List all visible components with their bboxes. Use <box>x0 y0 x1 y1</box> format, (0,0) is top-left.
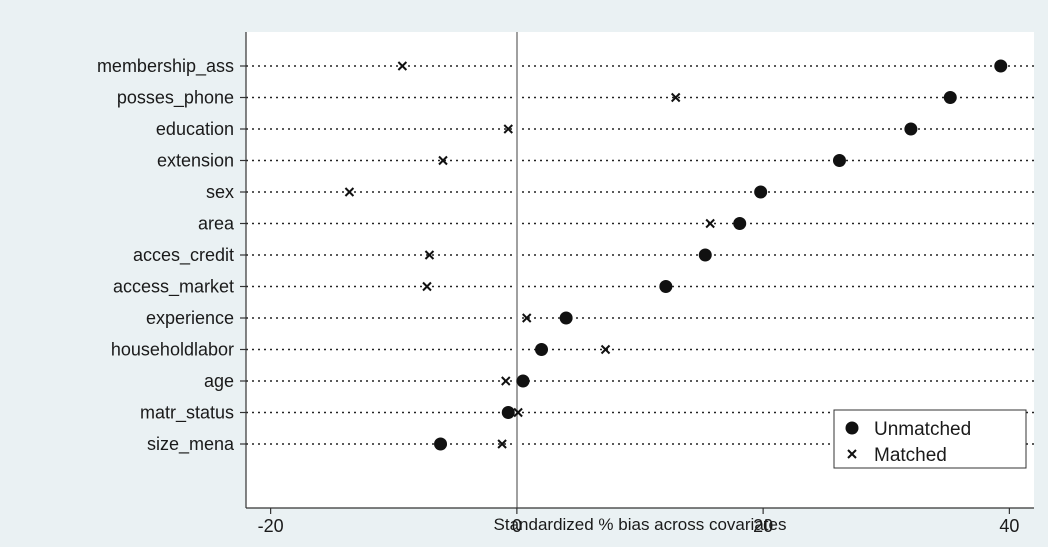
unmatched-point <box>501 406 515 419</box>
series-matched <box>344 61 715 449</box>
legend-box <box>833 409 1027 469</box>
unmatched-point <box>698 248 712 262</box>
unmatched-point <box>904 122 918 136</box>
category-label: size_mena <box>147 434 235 455</box>
unmatched-point <box>434 437 448 451</box>
category-label: acces_credit <box>133 245 234 266</box>
category-labels: membership_ass posses_phone education exten… <box>97 56 246 455</box>
series-unmatched <box>434 59 1008 451</box>
matched-point <box>438 155 448 166</box>
x-tick-label: 40 <box>999 516 1019 536</box>
x-tick-label: -20 <box>258 516 284 536</box>
x-tick-label: 20 <box>753 516 773 536</box>
legend-matched-label: Matched <box>874 445 947 466</box>
legend-unmatched-marker <box>845 421 859 435</box>
category-label: extension <box>157 151 234 171</box>
unmatched-point <box>733 217 747 230</box>
unmatched-point <box>535 343 548 356</box>
category-label: education <box>156 119 234 139</box>
legend-matched-marker <box>847 449 857 459</box>
matched-point <box>705 218 715 229</box>
unmatched-point <box>943 91 957 104</box>
matched-point <box>344 187 355 197</box>
unmatched-point <box>754 185 768 199</box>
x-tick-label: 0 <box>512 516 522 536</box>
unmatched-point <box>559 311 573 325</box>
matched-point <box>422 281 432 292</box>
matched-point <box>503 124 513 134</box>
category-label: age <box>204 371 234 391</box>
matched-point <box>397 61 408 71</box>
category-label: sex <box>206 182 234 202</box>
category-label: posses_phone <box>117 88 234 109</box>
category-label: householdlabor <box>111 340 234 360</box>
x-axis-title: Standardized % bias across covariates <box>494 515 787 534</box>
matched-point <box>513 407 523 418</box>
category-label: membership_ass <box>97 56 234 77</box>
unmatched-point <box>832 154 846 167</box>
legend: Unmatched Matched <box>833 409 1027 469</box>
matched-point <box>600 344 611 355</box>
category-label: matr_status <box>140 403 234 424</box>
matched-point <box>670 92 681 103</box>
category-label: access_market <box>113 277 234 298</box>
matched-point <box>497 439 507 449</box>
category-label: experience <box>146 308 234 328</box>
x-axis-ticks: -20 0 20 40 <box>258 508 1019 536</box>
legend-unmatched-label: Unmatched <box>874 419 971 440</box>
unmatched-point <box>994 59 1008 73</box>
matched-point <box>522 313 532 323</box>
category-label: area <box>198 214 235 234</box>
unmatched-point <box>659 280 673 293</box>
unmatched-point <box>516 374 530 388</box>
matched-point <box>501 376 511 386</box>
matched-point <box>424 250 435 260</box>
